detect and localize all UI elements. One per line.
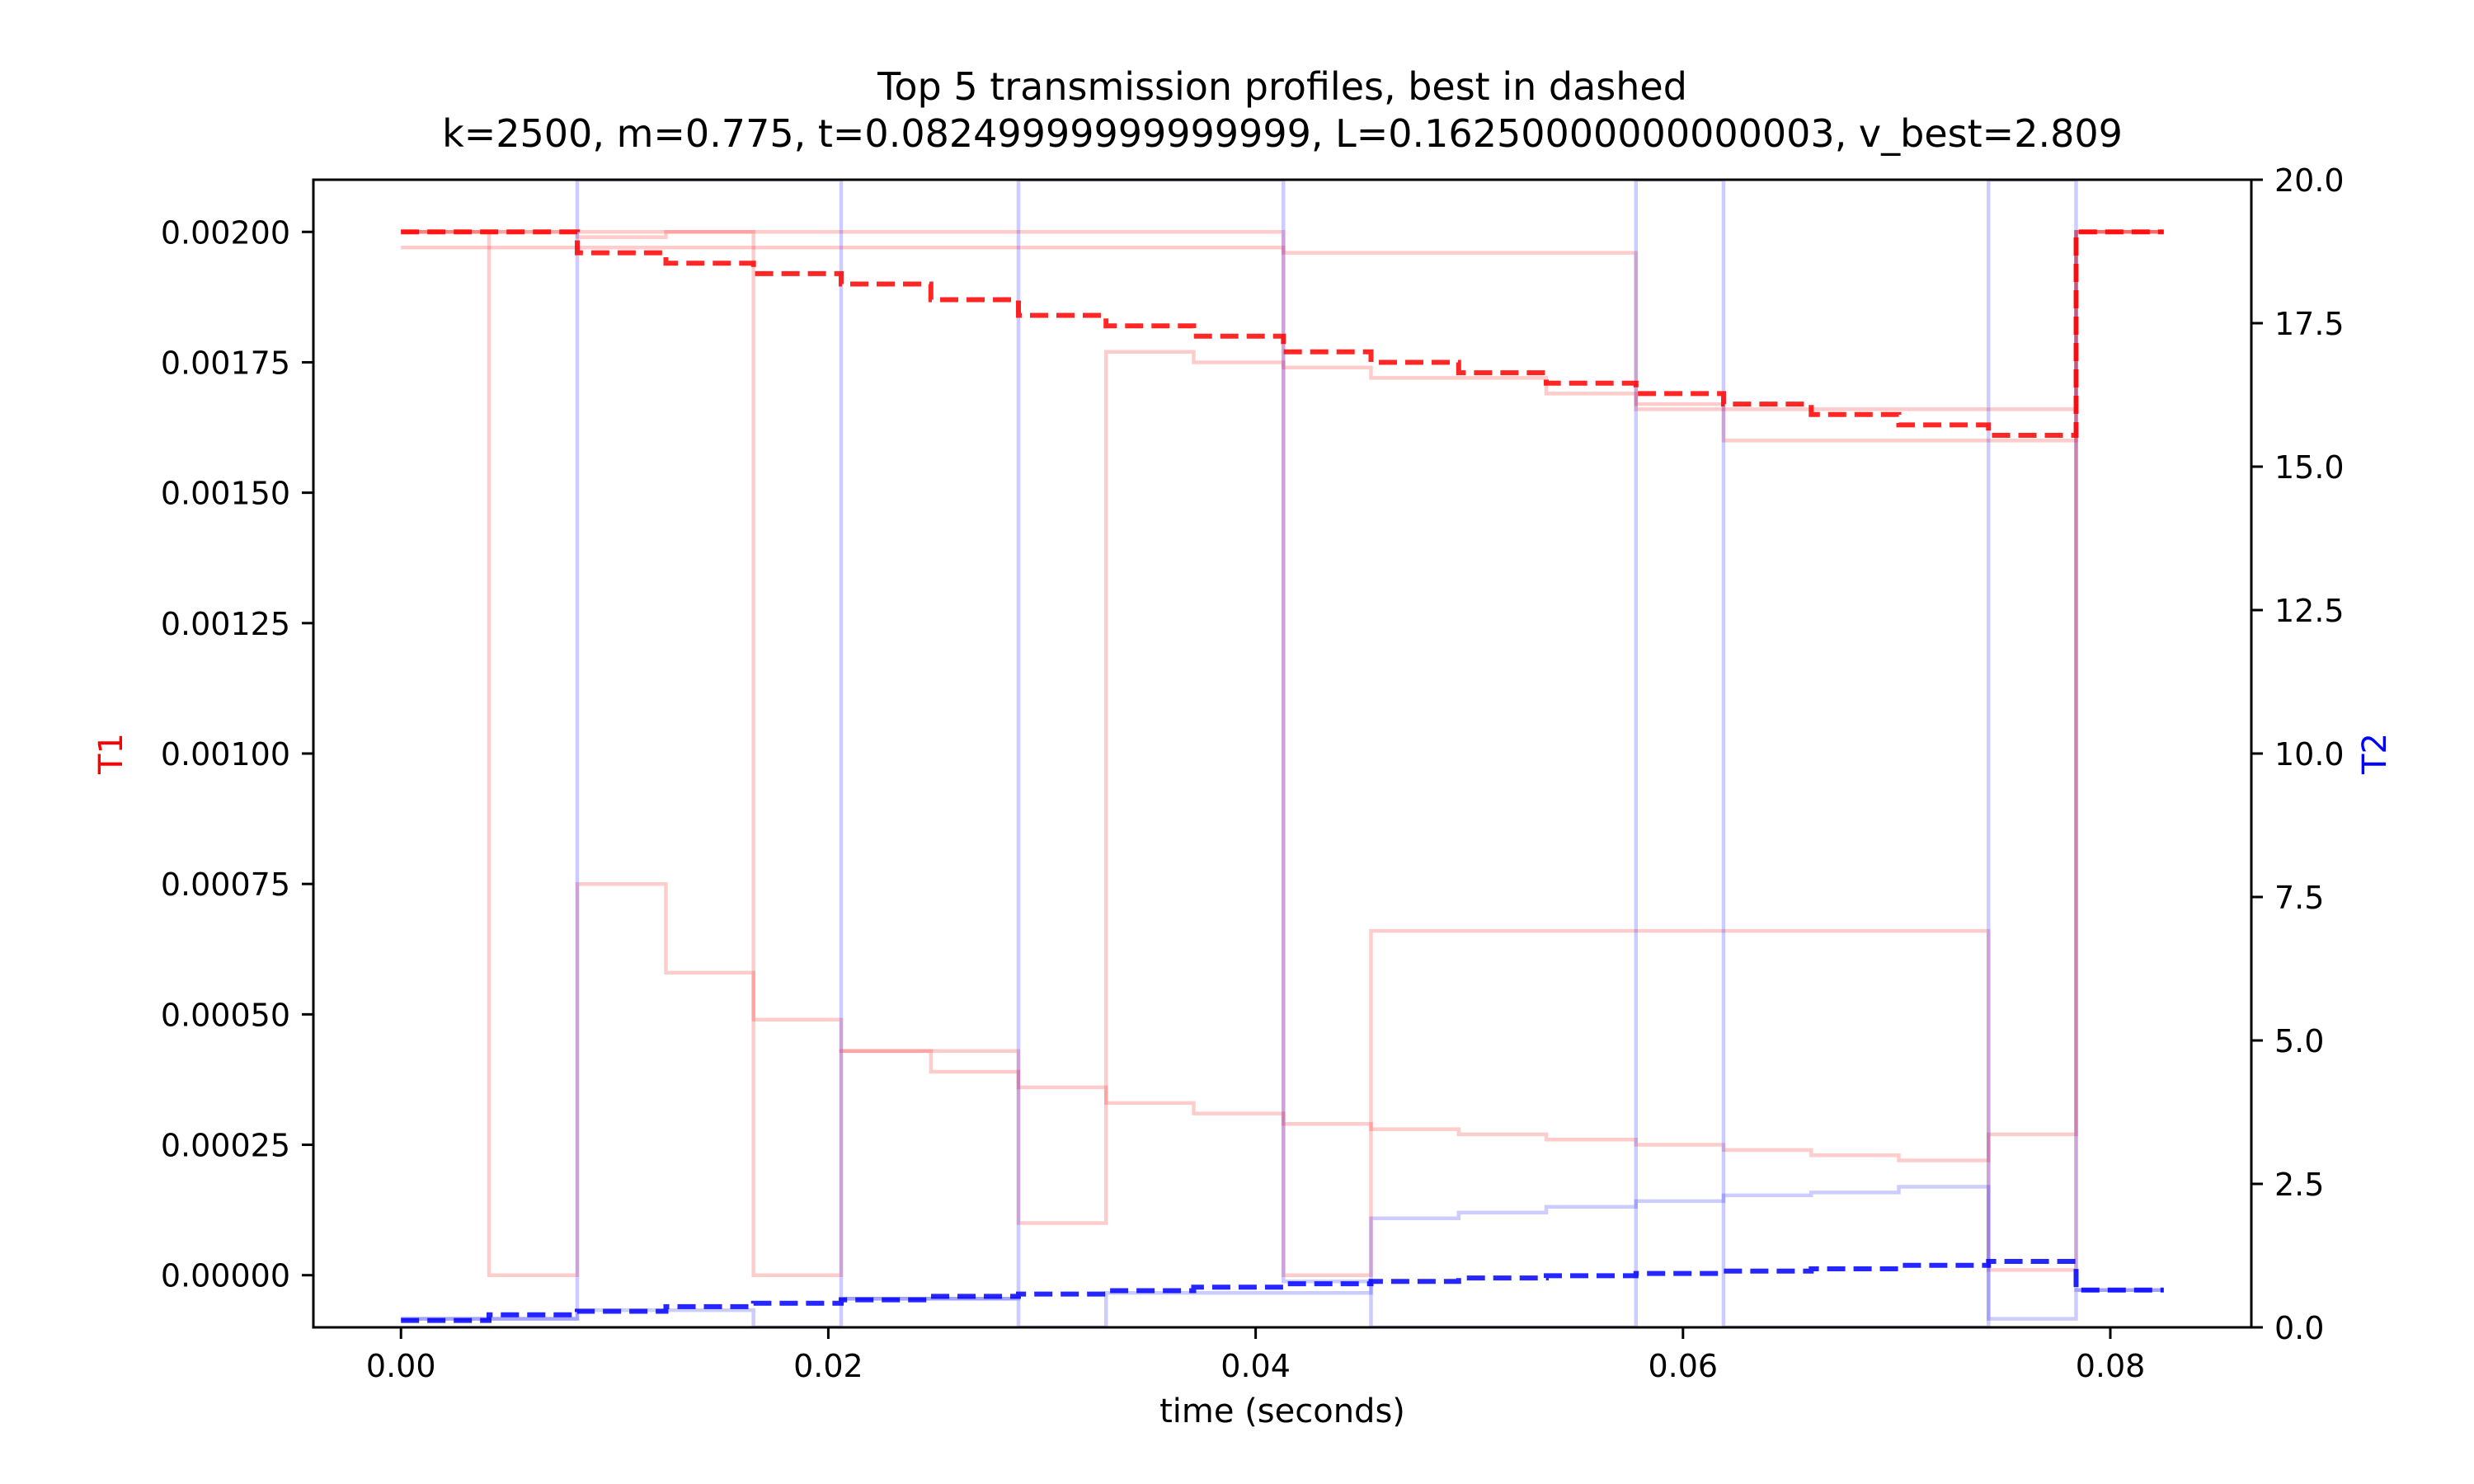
y-left-tick-label: 0.00150 [161,476,290,512]
y-right-axis-label: T2 [2356,733,2394,775]
t1-series-2 [401,230,2164,411]
x-tick-label: 0.06 [1649,1348,1719,1384]
y-left-tick-label: 0.00125 [161,606,290,642]
y-right-tick-label: 10.0 [2274,736,2345,773]
x-tick-label: 0.00 [366,1348,436,1384]
x-tick-label: 0.04 [1221,1348,1291,1384]
y-left-tick-label: 0.00200 [161,214,290,251]
t2-series-6 [401,180,2164,1327]
y-left-tick-label: 0.00050 [161,997,290,1033]
y-right-tick-label: 7.5 [2274,880,2324,916]
y-left-tick-label: 0.00025 [161,1128,290,1164]
x-tick-label: 0.08 [2076,1348,2146,1384]
series-layer [401,180,2164,1327]
y-left-tick-label: 0.00100 [161,736,290,773]
chart-subtitle: k=2500, m=0.775, t=0.08249999999999999, … [442,111,2123,156]
series-group [401,180,2164,1327]
axes-layer: 0.00 0.02 0.04 0.06 0.08 0.00000 0.00025 0.0005… [161,162,2345,1384]
y-right-tick-label: 2.5 [2274,1167,2324,1203]
x-axis-label: time (seconds) [1159,1392,1405,1430]
y-right-tick-label: 5.0 [2274,1023,2324,1059]
t1-series-1 [401,230,2164,1277]
y-right-tick-label: 15.0 [2274,449,2345,486]
t2-series-5 [401,1185,2164,1327]
y-left-tick-label: 0.00075 [161,866,290,903]
y-right-tick-label: 0.0 [2274,1310,2324,1346]
y-right-tick-label: 17.5 [2274,306,2345,342]
y-left-tick-label: 0.00175 [161,345,290,381]
t1-series-3 [401,230,2164,1277]
t2-series-7-best [401,1259,2164,1323]
y-right-tick-label: 12.5 [2274,593,2345,629]
t1-series-4-best [401,229,2164,438]
chart-title: Top 5 transmission profiles, best in das… [877,64,1687,109]
t1-series-0 [401,230,2164,1277]
y-left-axis-label: T1 [92,733,130,775]
y-right-tick-label: 20.0 [2274,162,2345,199]
y-left-tick-label: 0.00000 [161,1258,290,1294]
x-tick-label: 0.02 [793,1348,863,1384]
